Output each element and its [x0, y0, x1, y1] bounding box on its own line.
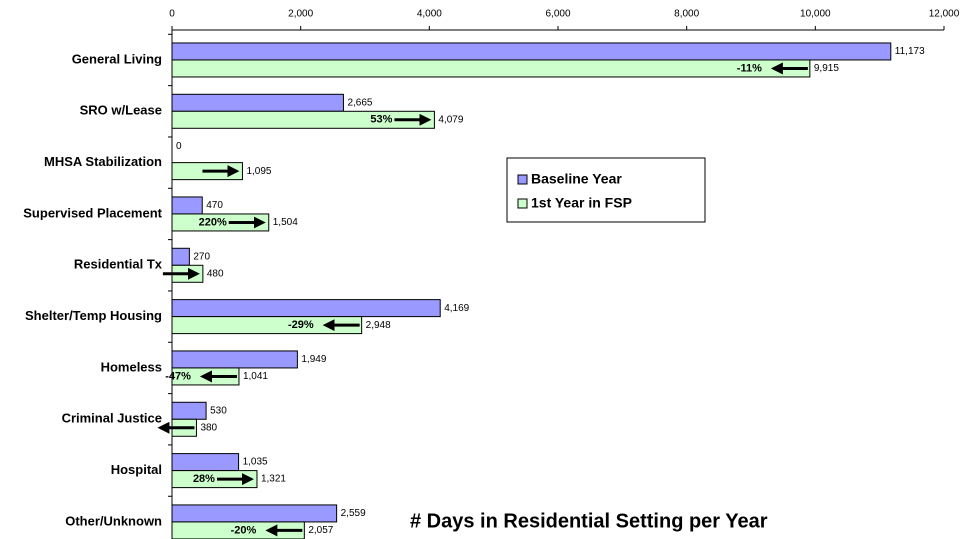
value-label: 2,057 — [308, 525, 333, 536]
bar — [171, 110, 435, 129]
value-label: 1,035 — [243, 457, 268, 468]
value-label: 9,915 — [814, 63, 839, 74]
category-label: Hospital — [111, 462, 162, 477]
value-label: 1,321 — [261, 474, 286, 485]
value-label: 270 — [193, 251, 210, 262]
value-label: 1,949 — [301, 354, 326, 365]
legend-label: 1st Year in FSP — [531, 195, 632, 211]
category-label: Criminal Justice — [62, 411, 162, 426]
legend-label: Baseline Year — [531, 171, 622, 187]
change-label: -47% — [165, 370, 191, 382]
x-tick-label: 10,000 — [800, 9, 831, 20]
value-label: 2,948 — [366, 320, 391, 331]
x-tick-label: 6,000 — [545, 9, 570, 20]
legend-box — [506, 157, 706, 223]
value-label: 2,665 — [347, 97, 372, 108]
category-label: Residential Tx — [74, 257, 163, 272]
bar — [171, 247, 190, 266]
category-label: SRO w/Lease — [80, 103, 162, 118]
category-label: Shelter/Temp Housing — [25, 308, 162, 323]
bar — [171, 401, 207, 420]
value-label: 470 — [206, 200, 223, 211]
category-label: MHSA Stabilization — [44, 154, 162, 169]
category-label: Other/Unknown — [65, 513, 162, 528]
x-tick-label: 12,000 — [929, 9, 960, 20]
category-label: Homeless — [101, 359, 162, 374]
value-label: 530 — [210, 405, 227, 416]
bar — [171, 42, 892, 61]
change-label: -29% — [288, 319, 314, 331]
value-label: 4,169 — [444, 303, 469, 314]
change-label: 28% — [193, 473, 215, 485]
x-tick-label: 8,000 — [674, 9, 699, 20]
bar — [171, 453, 240, 472]
change-label: -11% — [737, 62, 762, 74]
legend-swatch — [517, 198, 528, 209]
legend: Baseline Year 1st Year in FSP — [506, 157, 706, 223]
bar — [171, 299, 441, 318]
bar — [171, 213, 270, 232]
legend-swatch — [517, 174, 528, 185]
bar — [171, 59, 811, 78]
bar — [171, 93, 344, 112]
change-label: 220% — [199, 216, 227, 228]
chart-title: # Days in Residential Setting per Year — [410, 510, 768, 532]
category-label: General Living — [72, 51, 162, 66]
bar — [171, 196, 203, 215]
value-label: 380 — [200, 422, 217, 433]
category-label: Supervised Placement — [23, 205, 162, 220]
bar — [171, 504, 338, 523]
value-label: 11,173 — [895, 46, 925, 57]
value-label: 1,095 — [246, 166, 271, 177]
value-label: 2,559 — [341, 508, 366, 519]
x-tick-label: 4,000 — [417, 9, 442, 20]
change-label: 53% — [370, 114, 392, 126]
x-tick-label: 2,000 — [288, 9, 313, 20]
bar — [171, 350, 298, 369]
value-label: 480 — [207, 268, 224, 279]
value-label: 0 — [176, 141, 182, 152]
value-label: 1,504 — [273, 217, 298, 228]
bar — [171, 470, 258, 489]
value-label: 4,079 — [438, 114, 463, 125]
value-label: 1,041 — [243, 371, 268, 382]
change-label: -20% — [231, 524, 257, 536]
x-tick-label: 0 — [169, 9, 175, 20]
bar — [171, 316, 363, 335]
